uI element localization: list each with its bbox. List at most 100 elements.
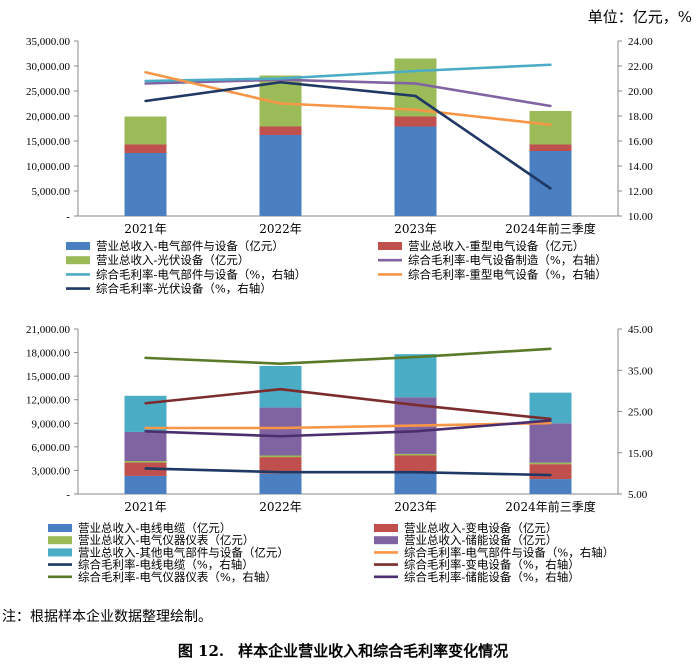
bar-segment xyxy=(124,144,167,153)
legend-label: 综合毛利率-重型电气设备（%，右轴） xyxy=(408,267,607,281)
legend-label: 综合毛利率-电线电缆（%，右轴） xyxy=(78,558,254,572)
line-point xyxy=(144,467,147,470)
line-point xyxy=(414,94,417,98)
bar-segment xyxy=(394,116,437,127)
y2-tick-label: 16.00 xyxy=(628,136,653,148)
y2-tick-label: 24.00 xyxy=(628,36,653,48)
line-point xyxy=(144,430,147,433)
series-line xyxy=(145,63,551,83)
line-point xyxy=(279,81,282,84)
line-point xyxy=(549,104,552,108)
series-line xyxy=(145,78,551,108)
bar-segment xyxy=(529,144,572,151)
y2-tick-label: 15.00 xyxy=(628,448,653,460)
line-point xyxy=(549,187,552,190)
line-point xyxy=(414,424,417,427)
y-tick-label: 15,000.00 xyxy=(26,371,71,383)
legend-label: 营业总收入-储能设备（亿元） xyxy=(404,533,557,547)
x-tick-label: 2023年 xyxy=(394,500,437,514)
y2-tick-label: 14.00 xyxy=(628,161,653,173)
line-point xyxy=(414,430,417,433)
bar-segment xyxy=(394,354,437,398)
y-tick-label: 25,000.00 xyxy=(26,86,71,98)
line-point xyxy=(279,470,282,474)
chart-bottom: - 3,000.00 6,000.00 9,000.00 12,000.00 15,000… xyxy=(26,324,653,584)
series-line xyxy=(145,419,551,438)
line-point xyxy=(549,63,552,66)
legend-label: 营业总收入-电线电缆（亿元） xyxy=(78,521,231,535)
y-tick-label: 6,000.00 xyxy=(32,442,71,454)
y-tick-label: 20,000.00 xyxy=(26,111,71,123)
x-tick-label: 2021年 xyxy=(124,222,167,236)
line-point xyxy=(144,426,147,430)
legend-label: 综合毛利率-电气设备制造（%，右轴） xyxy=(408,253,607,267)
line-point xyxy=(414,355,417,359)
x-tick-label: 2021年 xyxy=(124,500,167,514)
legend-swatch xyxy=(66,256,90,265)
figure-caption: 图 12. 样本企业营业收入和综合毛利率变化情况 xyxy=(0,640,700,661)
y2-tick-label: 20.00 xyxy=(628,86,653,98)
series-line xyxy=(145,347,551,365)
bar-segment xyxy=(529,111,572,145)
legend-swatch xyxy=(374,524,398,532)
legend-swatch xyxy=(66,242,90,250)
bar-segment xyxy=(529,151,572,216)
series-line xyxy=(145,70,551,127)
x-tick-label: 2022年 xyxy=(259,500,302,514)
y2-tick-label: 45.00 xyxy=(628,324,653,336)
line-point xyxy=(549,347,552,350)
unit-label: 单位：亿元，% xyxy=(587,8,692,26)
y2-tick-label: 10.00 xyxy=(628,211,653,223)
legend-swatch xyxy=(48,548,72,557)
y-tick-label: - xyxy=(66,211,70,223)
y-tick-label: - xyxy=(66,489,70,501)
legend-label: 营业总收入-重型电气设备（亿元） xyxy=(408,239,584,253)
y-tick-label: 3,000.00 xyxy=(32,465,71,477)
line-point xyxy=(279,77,282,80)
bar-segment xyxy=(124,461,167,463)
legend-label: 综合毛利率-电气仪器仪表（%，右轴） xyxy=(78,570,277,584)
line-point xyxy=(279,426,282,430)
series-line xyxy=(145,387,551,421)
legend-label: 综合毛利率-变电设备（%，右轴） xyxy=(404,558,580,572)
bar-segment xyxy=(124,431,167,461)
line-point xyxy=(549,421,552,425)
legend-label: 综合毛利率-光伏设备（%，右轴） xyxy=(96,282,272,296)
y-tick-label: 5,000.00 xyxy=(32,186,71,198)
y2-tick-label: 35.00 xyxy=(628,365,653,377)
legend-swatch xyxy=(378,242,402,250)
line-point xyxy=(144,82,147,85)
bar-segment xyxy=(394,455,437,473)
bar-segment xyxy=(529,464,572,480)
x-tick-label: 2022年 xyxy=(259,222,302,236)
y-tick-label: 18,000.00 xyxy=(26,348,71,360)
bar-segment xyxy=(529,479,572,494)
legend-label: 营业总收入-电气仪器仪表（亿元） xyxy=(78,533,254,547)
x-tick-label: 2023年 xyxy=(394,222,437,236)
bar-segment xyxy=(259,455,302,458)
line-point xyxy=(414,470,417,474)
y2-tick-label: 5.00 xyxy=(628,489,648,501)
y2-tick-label: 22.00 xyxy=(628,61,653,73)
y-tick-label: 35,000.00 xyxy=(26,36,71,48)
y-tick-label: 9,000.00 xyxy=(32,418,71,430)
line-point xyxy=(414,108,417,111)
bar-segment xyxy=(259,135,302,216)
line-point xyxy=(279,102,282,105)
legend-swatch xyxy=(48,536,72,545)
y-tick-label: 10,000.00 xyxy=(26,161,71,173)
line-point xyxy=(414,69,417,73)
bar-segment xyxy=(394,126,437,216)
footnote: 注：根据样本企业数据整理绘制。 xyxy=(2,609,212,625)
series-line xyxy=(145,467,551,477)
x-tick-label: 2024年前三季度 xyxy=(505,499,596,514)
legend-label: 营业总收入-变电设备（亿元） xyxy=(404,521,557,535)
bar-segment xyxy=(529,423,572,463)
y-tick-label: 21,000.00 xyxy=(26,324,71,336)
line-point xyxy=(549,419,552,422)
line-point xyxy=(549,473,552,477)
y-tick-label: 12,000.00 xyxy=(26,395,71,407)
bar-segment xyxy=(529,462,572,465)
bar-segment xyxy=(394,472,437,494)
y2-tick-label: 25.00 xyxy=(628,407,653,419)
